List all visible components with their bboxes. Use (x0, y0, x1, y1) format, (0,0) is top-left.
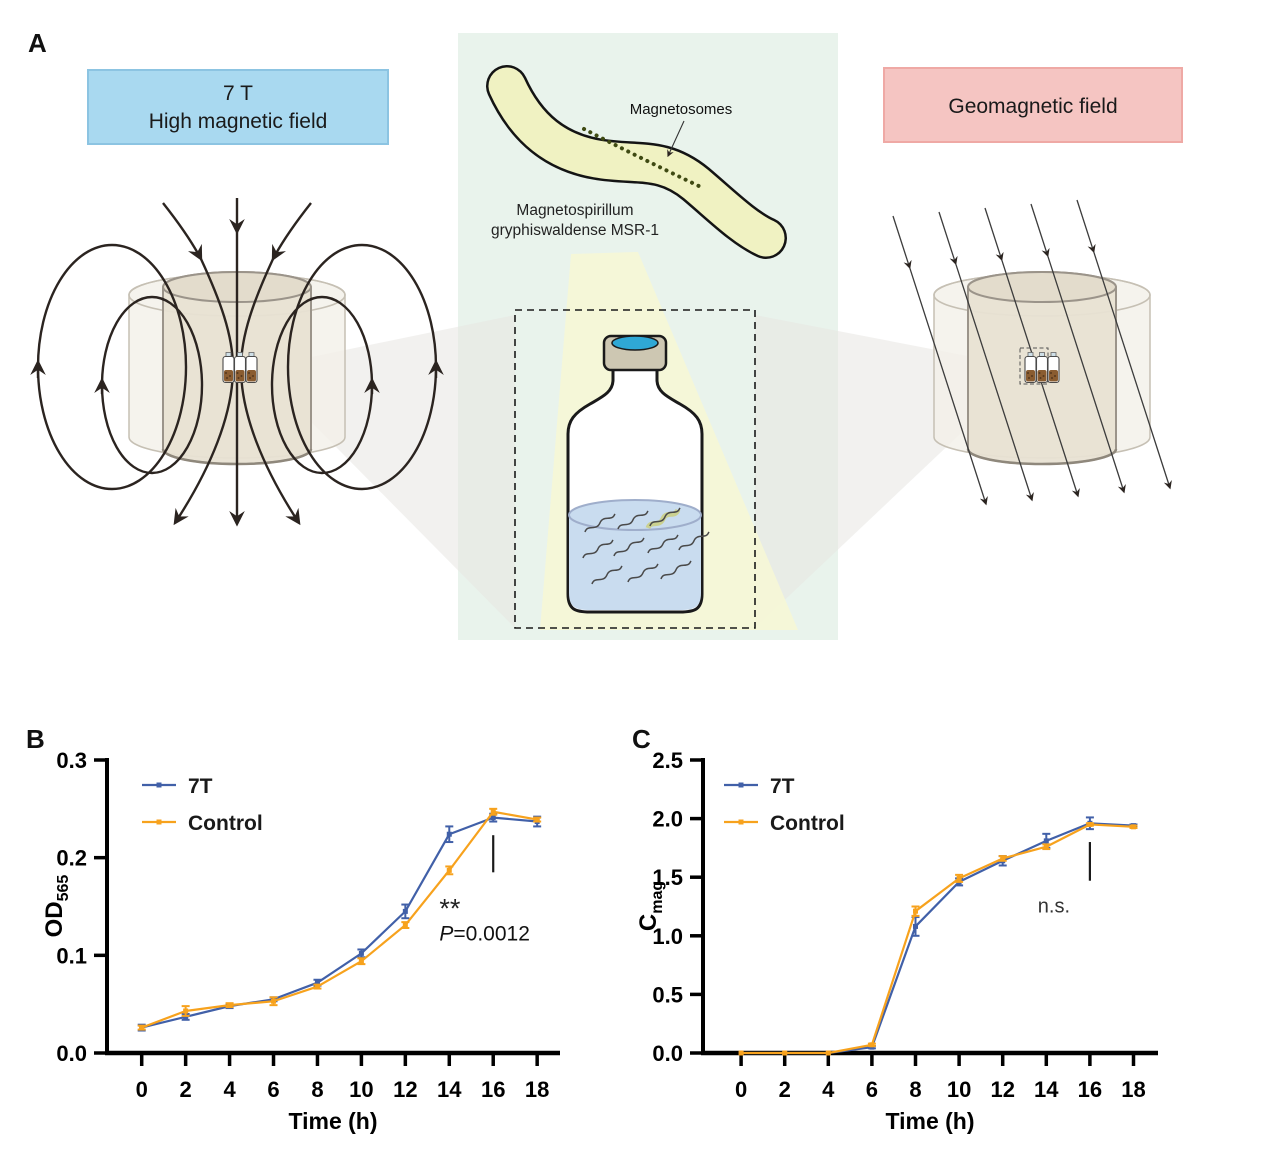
x-tick-label: 14 (1034, 1077, 1059, 1102)
x-tick-label: 10 (349, 1077, 373, 1102)
p-value: P=0.0012 (439, 923, 530, 946)
magnetic-response-chart-cmag: C 0.0 0.5 1.0 1.5 2.0 2.5 0 2 4 6 8 10 12 14 16 18 Time (… (632, 724, 1158, 1134)
high-field-line2: High magnetic field (149, 110, 328, 133)
x-axis-title: Time (h) (288, 1108, 377, 1134)
y-tick-label: 0.5 (652, 982, 683, 1007)
x-axis-title: Time (h) (885, 1108, 974, 1134)
magnetosomes-pointer (667, 120, 685, 158)
annotations: **P=0.0012 (439, 835, 530, 946)
y-tick-label: 1.5 (652, 865, 683, 890)
x-tick-label: 12 (393, 1077, 417, 1102)
y-tick-label: 2.0 (652, 807, 683, 832)
high-field-line1: 7 T (223, 82, 253, 105)
legend: 7T Control (142, 775, 263, 835)
legend-label-Control: Control (770, 812, 845, 835)
bottle-cap (602, 334, 668, 372)
x-tick-label: 12 (990, 1077, 1014, 1102)
x-tick-label: 18 (525, 1077, 549, 1102)
cap-septum (611, 335, 659, 351)
geomagnetic-label: Geomagnetic field (948, 95, 1117, 118)
axes: 0.0 0.1 0.2 0.3 0 2 4 6 8 10 12 14 16 18 (56, 748, 560, 1102)
bacterium-illustration (486, 65, 787, 259)
x-tick-label: 14 (437, 1077, 462, 1102)
x-tick-label: 16 (481, 1077, 505, 1102)
x-tick-label: 4 (223, 1077, 236, 1102)
series-7T (738, 816, 1138, 1056)
x-tick-label: 10 (947, 1077, 971, 1102)
sample-frame (514, 309, 756, 629)
x-tick-label: 8 (311, 1077, 323, 1102)
culture-bottles-right (1024, 352, 1060, 384)
x-tick-label: 16 (1078, 1077, 1102, 1102)
y-tick-label: 0.0 (56, 1041, 87, 1066)
panel-label: C (632, 724, 651, 754)
series-Control (738, 821, 1138, 1056)
legend: 7T Control (724, 775, 845, 835)
y-tick-label: 0.0 (652, 1041, 683, 1066)
x-tick-label: 18 (1121, 1077, 1145, 1102)
liquid-culture (568, 499, 710, 610)
ns-label: n.s. (1038, 895, 1070, 917)
x-tick-label: 0 (136, 1077, 148, 1102)
species-name-line1: Magnetospirillum (516, 202, 633, 219)
magnetosomes-label: Magnetosomes (630, 101, 733, 118)
chart-b: B 0.0 0.1 0.2 0.3 0 2 4 6 8 10 12 14 16 18 Time (h) OD56… (26, 724, 560, 1134)
axes: 0.0 0.5 1.0 1.5 2.0 2.5 0 2 4 6 8 10 12 14 16 18 (652, 748, 1158, 1102)
y-axis-title: OD565 (41, 875, 72, 938)
growth-curve-chart-od565: B 0.0 0.1 0.2 0.3 0 2 4 6 8 10 12 14 16 18 Time (h) OD56… (26, 724, 560, 1134)
chart-c: C 0.0 0.5 1.0 1.5 2.0 2.5 0 2 4 6 8 10 12 14 16 18 Time (… (632, 724, 1158, 1134)
y-tick-label: 0.2 (56, 846, 87, 871)
x-tick-label: 2 (180, 1077, 192, 1102)
x-tick-label: 6 (866, 1077, 878, 1102)
significance-stars: ** (439, 893, 461, 923)
y-tick-label: 1.0 (652, 924, 683, 949)
series-Control (137, 807, 542, 1031)
culture-bottles-left (222, 352, 258, 384)
panel-a-schematic: A 7 T High magnetic field Geomagnetic fi… (28, 28, 1183, 640)
y-tick-label: 0.3 (56, 748, 87, 773)
x-tick-label: 8 (909, 1077, 921, 1102)
high-field-label-box: 7 T High magnetic field (87, 69, 389, 145)
geomagnetic-label-box: Geomagnetic field (883, 67, 1183, 143)
x-tick-label: 4 (822, 1077, 835, 1102)
y-tick-label: 0.1 (56, 943, 87, 968)
y-axis-title: Cmag (635, 881, 666, 931)
legend-label-Control: Control (188, 812, 263, 835)
magnetosome-chain (582, 127, 705, 190)
x-tick-label: 6 (267, 1077, 279, 1102)
field-lines-7t (30, 198, 444, 527)
legend-label-7T: 7T (770, 775, 795, 798)
legend-label-7T: 7T (188, 775, 213, 798)
bacteria-in-liquid (582, 507, 710, 585)
species-name-line2: gryphiswaldense MSR-1 (491, 222, 659, 239)
panel-a-label: A (28, 28, 47, 58)
annotations: n.s. (1038, 842, 1091, 917)
panel-label: B (26, 724, 45, 754)
x-tick-label: 2 (779, 1077, 791, 1102)
serum-bottle (566, 334, 710, 614)
x-tick-label: 0 (735, 1077, 747, 1102)
y-tick-label: 2.5 (652, 748, 683, 773)
